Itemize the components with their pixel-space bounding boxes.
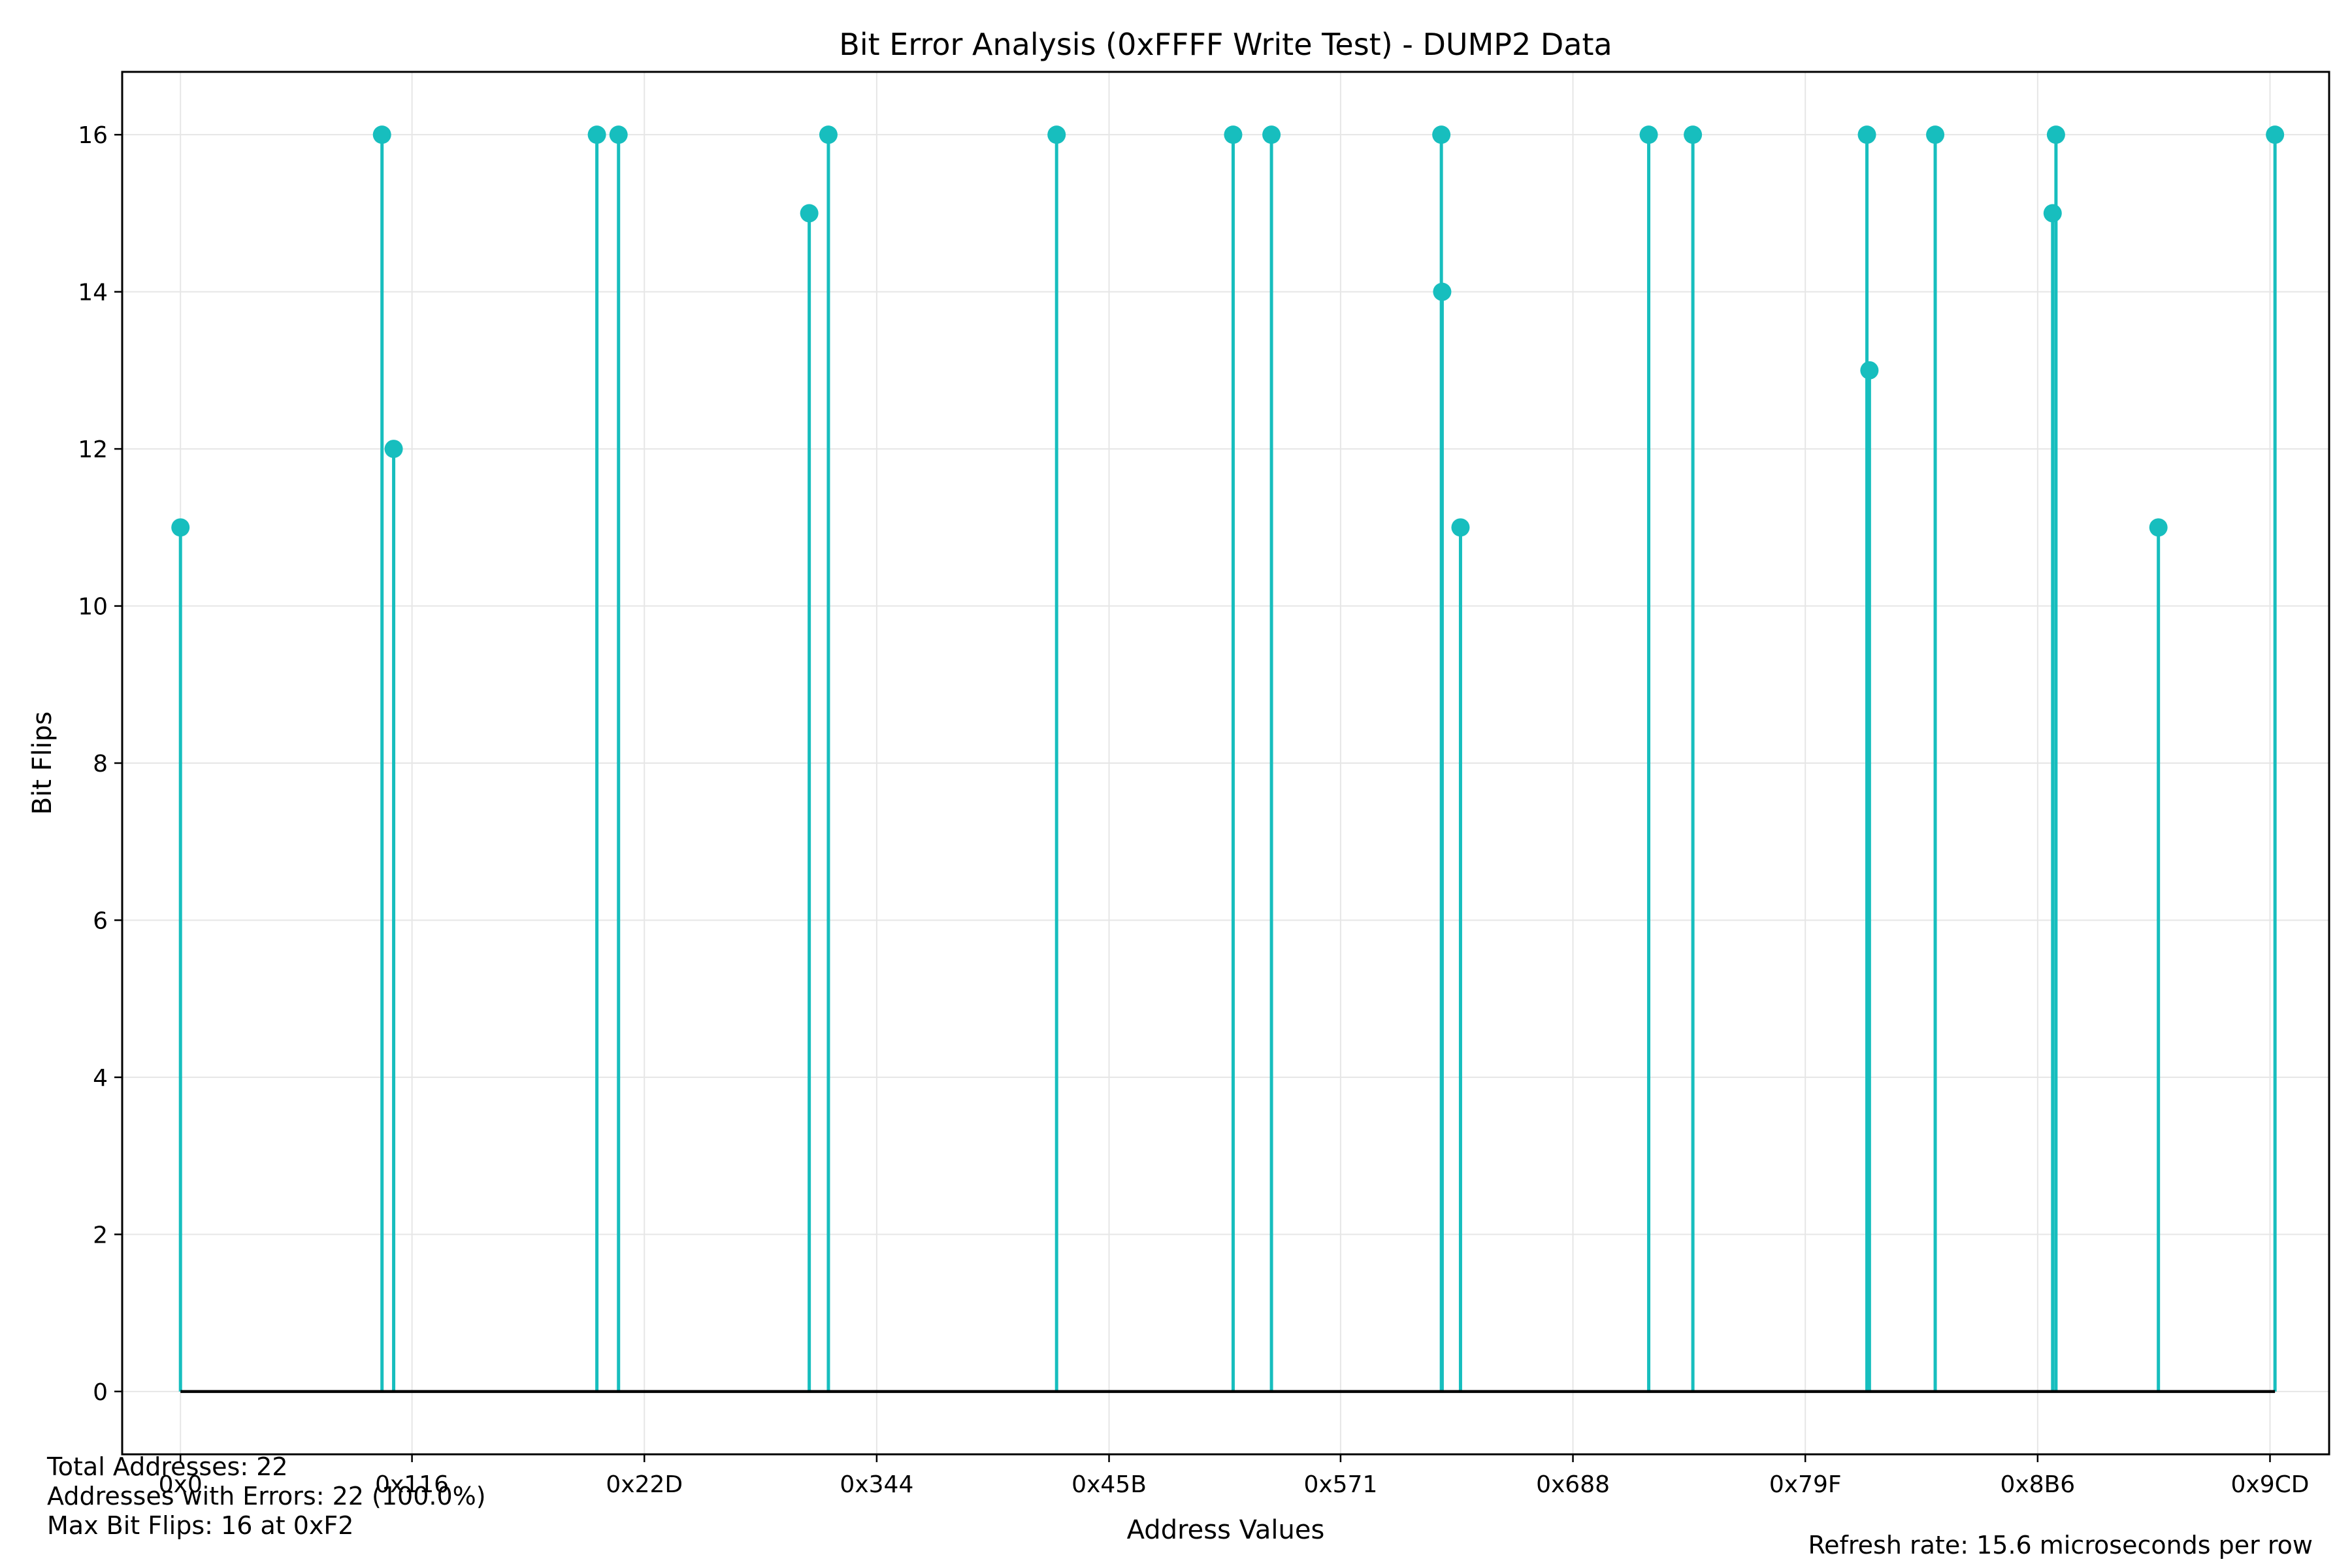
y-tick-label: 12 — [78, 436, 108, 463]
y-axis-label: Bit Flips — [27, 711, 57, 815]
stem-marker — [171, 518, 190, 537]
stem-marker — [1047, 125, 1066, 144]
stem-marker — [1639, 125, 1658, 144]
x-axis-ticks: 0x0 0x116 0x22D 0x344 0x45B 0x571 0x688 0x79F 0x… — [159, 1454, 2310, 1498]
x-tick-label: 0x8B6 — [2000, 1471, 2075, 1498]
y-tick-label: 6 — [93, 907, 108, 934]
x-tick-label: 0x571 — [1303, 1471, 1377, 1498]
y-tick-label: 2 — [93, 1222, 108, 1249]
stem-marker — [372, 125, 391, 144]
stats-addresses-with-errors: Addresses with Errors: 22 (100.0%) — [47, 1482, 486, 1511]
stem-marker — [1926, 125, 1945, 144]
x-tick-label: 0x116 — [375, 1471, 449, 1498]
x-tick-label: 0x688 — [1536, 1471, 1610, 1498]
x-tick-label: 0x344 — [840, 1471, 913, 1498]
stem-marker — [609, 125, 628, 144]
stem-marker — [2149, 518, 2168, 537]
stem-marker — [1433, 282, 1452, 301]
x-tick-label: 0x22D — [606, 1471, 683, 1498]
y-tick-label: 16 — [78, 122, 108, 149]
chart-title: Bit Error Analysis (0xFFFF Write Test) -… — [839, 27, 1612, 62]
stats-max-bit-flips: Max Bit Flips: 16 at 0xF2 — [47, 1511, 353, 1540]
y-tick-label: 4 — [93, 1065, 108, 1092]
stem-marker — [587, 125, 606, 144]
refresh-rate-note: Refresh rate: 15.6 microseconds per row — [1808, 1531, 2313, 1560]
stem-marker — [1224, 125, 1243, 144]
stem-marker — [1451, 518, 1470, 537]
y-tick-label: 0 — [93, 1379, 108, 1406]
plot-frame — [121, 71, 2330, 1456]
stem-marker — [1684, 125, 1703, 144]
stem-series — [171, 125, 2285, 1392]
stem-marker — [384, 440, 403, 459]
stem-marker — [1860, 361, 1879, 380]
stem-marker — [2046, 125, 2065, 144]
x-tick-label: 0x45B — [1071, 1471, 1147, 1498]
stem-marker — [819, 125, 838, 144]
x-axis-label: Address Values — [1127, 1515, 1325, 1545]
stem-marker — [1432, 125, 1451, 144]
y-tick-label: 10 — [78, 594, 108, 621]
stem-marker — [2043, 204, 2062, 223]
y-axis-ticks: 0 2 4 6 8 10 12 14 16 — [78, 122, 122, 1406]
y-tick-label: 14 — [78, 280, 108, 306]
grid-lines — [122, 72, 2329, 1454]
x-tick-label: 0x0 — [159, 1471, 203, 1498]
stem-marker — [1857, 125, 1876, 144]
stem-marker — [1262, 125, 1281, 144]
y-tick-label: 8 — [93, 751, 108, 777]
stats-total-addresses: Total Addresses: 22 — [46, 1452, 288, 1481]
stem-marker — [800, 204, 819, 223]
stem-marker — [2266, 125, 2285, 144]
x-tick-label: 0x79F — [1769, 1471, 1842, 1498]
x-tick-label: 0x9CD — [2231, 1471, 2310, 1498]
